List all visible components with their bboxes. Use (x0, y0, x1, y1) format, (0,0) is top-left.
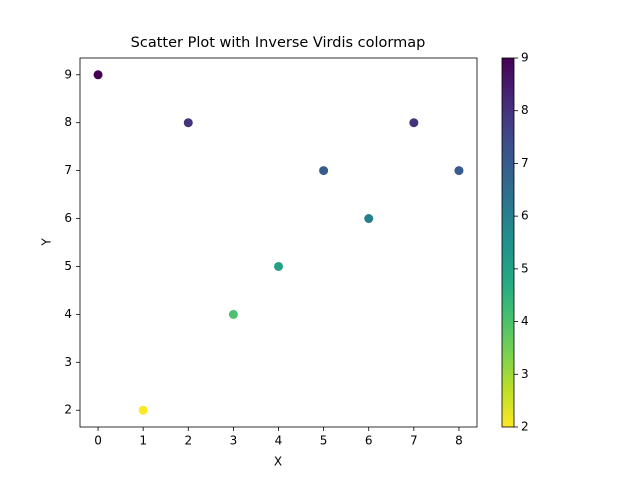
chart-title: Scatter Plot with Inverse Virdis colorma… (131, 35, 426, 51)
x-tick-label: 1 (139, 434, 147, 448)
x-tick-label: 6 (365, 434, 373, 448)
colorbar-tick-label: 4 (521, 314, 529, 328)
scatter-point (364, 214, 374, 224)
colorbar (501, 57, 515, 428)
scatter-point (228, 309, 238, 319)
scatter-point (409, 118, 419, 128)
scatter-point (183, 118, 193, 128)
x-tick-label: 4 (275, 434, 283, 448)
y-tick-label: 5 (64, 259, 72, 273)
colorbar-tick-label: 3 (521, 367, 529, 381)
x-tick-label: 8 (455, 434, 463, 448)
y-axis-label: Y (40, 238, 54, 247)
y-tick-label: 2 (64, 403, 72, 417)
x-tick-label: 5 (320, 434, 328, 448)
y-tick-label: 9 (64, 67, 72, 81)
plot-frame (79, 57, 478, 428)
colorbar-tick-label: 7 (521, 156, 529, 170)
colorbar-tick-label: 8 (521, 103, 529, 117)
scatter-point (274, 261, 283, 271)
y-tick-label: 4 (64, 307, 72, 321)
colorbar-tick-label: 2 (521, 420, 529, 434)
y-tick-label: 7 (64, 163, 72, 177)
x-tick-label: 7 (410, 434, 418, 448)
x-tick-label: 0 (94, 434, 102, 448)
y-tick-label: 8 (64, 115, 72, 129)
colorbar-tick-label: 6 (521, 209, 529, 223)
y-tick-label: 3 (64, 355, 72, 369)
colorbar-tick-label: 9 (521, 51, 529, 65)
x-axis-label: X (274, 455, 282, 469)
scatter-point (138, 405, 148, 415)
x-tick-label: 2 (184, 434, 192, 448)
scatter-point (93, 70, 103, 80)
x-tick-label: 3 (230, 434, 238, 448)
scatter-point (319, 166, 329, 176)
colorbar-tick-label: 5 (521, 261, 529, 275)
scatter-point (454, 166, 464, 176)
y-tick-label: 6 (64, 211, 72, 225)
